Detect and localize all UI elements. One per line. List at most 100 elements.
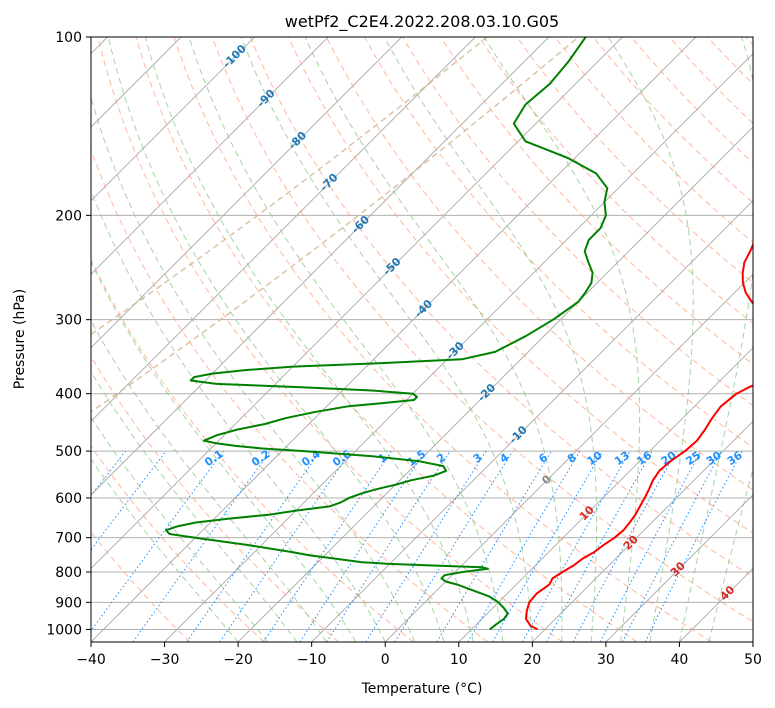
isotherm-label: 40 xyxy=(717,583,737,603)
mixing-ratio-label: 6 xyxy=(536,451,550,466)
isotherm-line xyxy=(91,37,550,496)
dry-adiabat-line xyxy=(516,37,753,284)
frost-point-line xyxy=(91,37,488,336)
y-tick-label: 100 xyxy=(55,30,82,46)
mixing-ratio-label: 4 xyxy=(497,451,511,466)
dry-adiabat-line xyxy=(707,37,753,85)
isotherm-line xyxy=(531,420,753,642)
y-tick-label: 300 xyxy=(55,313,82,329)
dry-adiabat-line xyxy=(326,37,753,491)
mixing-ratio-line xyxy=(132,450,271,642)
y-tick-label: 600 xyxy=(55,491,82,507)
isotherm-line xyxy=(91,37,623,570)
isotherm-line xyxy=(752,641,753,642)
dry-adiabat-line xyxy=(745,37,753,46)
mixing-ratio-line xyxy=(599,450,702,642)
x-tick-label: 50 xyxy=(744,652,762,668)
dry-adiabat-line xyxy=(554,37,753,244)
moist-adiabat-line xyxy=(304,37,563,642)
mixing-ratio-line xyxy=(299,450,426,642)
moist-adiabat-line xyxy=(483,37,641,642)
isotherm-lines xyxy=(91,37,753,642)
mixing-ratio-line xyxy=(91,450,126,497)
moist-adiabat-line xyxy=(91,260,357,642)
mixing-ratio-line xyxy=(91,450,224,632)
x-axis-ticks: −40 −30 −20 −10 0 10 20 30 40 50 xyxy=(76,642,762,668)
dry-adiabat-line xyxy=(592,37,753,204)
isotherm-line xyxy=(679,567,753,642)
y-tick-label: 1000 xyxy=(46,622,82,638)
dry-adiabat-line xyxy=(91,530,191,642)
dry-adiabat-line xyxy=(402,37,753,407)
isotherm-line xyxy=(91,37,329,275)
y-axis-label: Pressure (hPa) xyxy=(12,289,28,389)
dry-adiabat-line xyxy=(173,37,713,642)
isotherm-line xyxy=(91,37,256,202)
x-tick-label: 30 xyxy=(597,652,615,668)
x-tick-label: 10 xyxy=(450,652,468,668)
moist-adiabat-line xyxy=(240,37,533,642)
mixing-ratio-line xyxy=(365,450,487,642)
isotherm-line xyxy=(91,37,697,642)
y-tick-label: 800 xyxy=(55,565,82,581)
x-tick-label: −20 xyxy=(223,652,253,668)
dry-adiabat-line xyxy=(364,37,753,449)
dry-adiabat-line xyxy=(91,445,265,642)
moist-adiabat-line xyxy=(91,95,416,642)
moist-adiabat-line xyxy=(91,370,298,642)
moist-adiabat-line xyxy=(678,37,753,642)
y-tick-label: 400 xyxy=(55,387,82,403)
isotherm-line xyxy=(458,347,753,642)
dry-adiabat-line xyxy=(135,37,638,642)
y-tick-label: 500 xyxy=(55,444,82,460)
moist-adiabat-line xyxy=(91,319,327,642)
isotherm-line xyxy=(91,37,403,349)
mixing-ratio-line xyxy=(219,450,352,642)
dry-adiabat-line xyxy=(630,37,753,164)
isotherm-line xyxy=(311,199,753,642)
x-axis-label: Temperature (°C) xyxy=(361,681,483,697)
mixing-ratio-line xyxy=(572,450,677,642)
moist-adiabat-line xyxy=(607,37,694,642)
frost-point-line xyxy=(91,37,579,413)
isotherm-label: -90 xyxy=(254,87,277,110)
moist-adiabat-line xyxy=(91,416,268,642)
y-tick-label: 200 xyxy=(55,208,82,224)
mixing-ratio-line xyxy=(91,450,167,551)
y-tick-label: 700 xyxy=(55,531,82,547)
mixing-ratio-line xyxy=(326,450,451,642)
dry-adiabat-line xyxy=(669,37,753,125)
mixing-ratio-line xyxy=(467,450,581,642)
isotherm-line xyxy=(384,273,753,642)
moist-adiabat-lines xyxy=(91,37,753,642)
dry-adiabat-line xyxy=(211,37,753,623)
x-tick-label: −30 xyxy=(150,652,180,668)
x-tick-label: −10 xyxy=(297,652,327,668)
isotherm-label: -20 xyxy=(475,381,498,404)
mixing-ratio-line xyxy=(546,450,653,642)
isotherm-line xyxy=(91,37,476,423)
moist-adiabat-line xyxy=(91,189,386,642)
chart-title: wetPf2_C2E4.2022.208.03.10.G05 xyxy=(285,12,559,32)
dry-adiabat-lines xyxy=(91,37,753,642)
mixing-ratio-label: 3 xyxy=(471,451,485,466)
frost-point-lines xyxy=(91,37,579,413)
plot-frame xyxy=(90,36,754,643)
moist-adiabat-line xyxy=(708,466,753,642)
moist-adiabat-line xyxy=(383,37,598,642)
moist-adiabat-line xyxy=(144,37,474,642)
dry-adiabat-line xyxy=(97,37,563,642)
dry-adiabat-line xyxy=(478,37,753,324)
mixing-ratio-line xyxy=(394,450,514,642)
dewpoint-line xyxy=(165,37,609,631)
x-tick-label: 40 xyxy=(670,652,688,668)
plot-area: -100-90-80-70-60-50-40-30-20-10010203040… xyxy=(91,37,753,642)
temperature-line xyxy=(525,242,753,631)
dry-adiabat-line xyxy=(91,148,489,642)
moist-adiabat-line xyxy=(91,458,239,642)
pressure-gridlines xyxy=(91,37,753,630)
dry-adiabat-line xyxy=(287,37,753,534)
dry-adiabat-line xyxy=(440,37,753,365)
